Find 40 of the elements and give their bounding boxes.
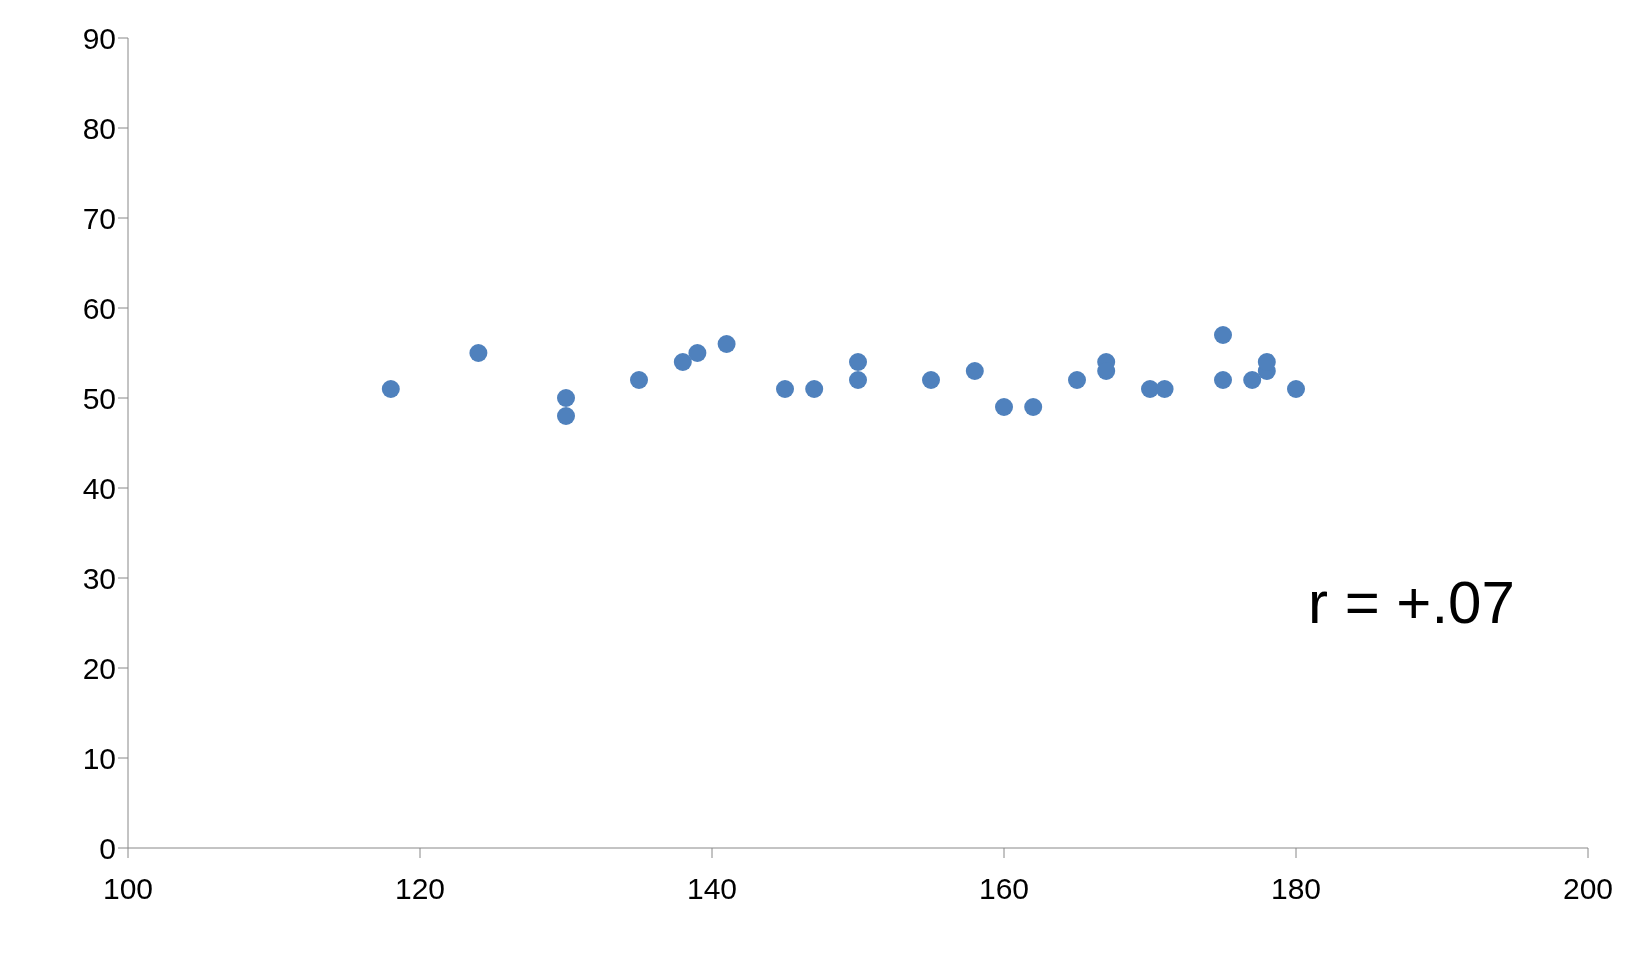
y-tick-label: 80 (82, 111, 116, 145)
point (1243, 371, 1262, 389)
point (557, 389, 575, 407)
point (965, 362, 984, 380)
point (381, 380, 400, 398)
point (688, 344, 707, 362)
point (776, 380, 794, 398)
point (1155, 380, 1174, 398)
x-tick-label: 160 (978, 872, 1030, 906)
point (673, 353, 692, 371)
x-tick-label: 180 (1270, 872, 1322, 906)
y-tick-label: 70 (82, 201, 116, 235)
point (630, 371, 648, 389)
point (1214, 326, 1232, 344)
point (1141, 380, 1159, 398)
x-tick-label: 140 (686, 872, 738, 906)
y-tick-label: 10 (82, 741, 116, 775)
x-tick-label: 200 (1562, 872, 1614, 906)
y-tick-label: 30 (82, 561, 116, 595)
y-tick-label: 90 (82, 21, 116, 55)
y-tick-label: 50 (82, 381, 116, 415)
y-tick-label: 40 (82, 471, 116, 505)
point (469, 344, 488, 362)
annotation: r = +.07 (1308, 568, 1515, 637)
point (1024, 398, 1043, 416)
point (557, 407, 575, 425)
point (1287, 380, 1305, 398)
x-tick-label: 100 (102, 872, 154, 906)
point (1214, 371, 1232, 389)
point (805, 380, 824, 398)
point (849, 371, 867, 389)
point (922, 371, 940, 389)
point (995, 398, 1013, 416)
x-tick-label: 120 (394, 872, 446, 906)
y-tick-label: 0 (99, 831, 116, 865)
y-tick-label: 20 (82, 651, 116, 685)
point (1068, 371, 1086, 389)
point (849, 353, 867, 371)
point (717, 335, 736, 353)
y-tick-label: 60 (82, 291, 116, 325)
